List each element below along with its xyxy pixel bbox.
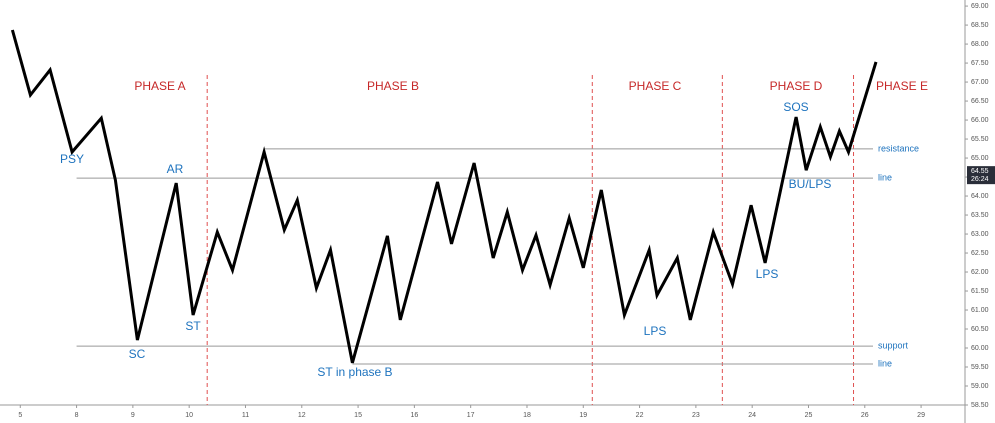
y-tick-label: 65.50 [971,136,989,143]
x-tick-label: 11 [242,412,249,419]
annotation: LPS [756,267,779,281]
x-tick-label: 12 [298,412,306,419]
y-tick-label: 62.50 [971,250,989,257]
x-tick-label: 19 [579,412,587,419]
x-tick-label: 8 [75,412,79,419]
x-tick-label: 15 [354,412,362,419]
annotation: BU/LPS [789,177,832,191]
x-tick-label: 23 [692,412,700,419]
y-tick-label: 63.00 [971,231,989,238]
x-tick-label: 24 [748,412,756,419]
price-line [10,29,878,364]
phase-label: PHASE B [367,79,419,93]
y-tick-label: 67.50 [971,60,989,67]
phase-label: PHASE C [629,79,682,93]
y-tick-label: 61.50 [971,288,989,295]
level-label: support [878,340,909,350]
level-label: resistance [878,143,919,153]
phase-label: PHASE D [770,79,823,93]
annotation: AR [167,162,184,176]
y-tick-label: 66.00 [971,117,989,124]
y-tick-label: 65.00 [971,155,989,162]
y-tick-label: 58.50 [971,402,989,409]
y-tick-label: 68.50 [971,22,989,29]
x-tick-label: 17 [467,412,475,419]
annotation: PSY [60,152,84,166]
countdown-label: 26:24 [971,176,989,183]
x-tick-label: 16 [410,412,418,419]
y-tick-label: 59.50 [971,364,989,371]
annotation: ST in phase B [317,365,392,379]
y-tick-label: 60.50 [971,326,989,333]
y-tick-label: 66.50 [971,98,989,105]
phase-label: PHASE A [134,79,185,93]
x-tick-label: 29 [917,412,925,419]
annotation: ST [185,319,201,333]
last-price-tag [967,166,995,185]
y-tick-label: 69.00 [971,3,989,10]
x-tick-label: 26 [861,412,869,419]
y-tick-label: 60.00 [971,345,989,352]
y-tick-label: 68.00 [971,41,989,48]
annotation: SC [129,347,146,361]
y-tick-label: 61.00 [971,307,989,314]
y-tick-label: 63.50 [971,212,989,219]
last-price-label: 64.55 [971,168,989,175]
y-tick-label: 67.00 [971,79,989,86]
y-tick-label: 64.00 [971,193,989,200]
level-label: line [878,173,892,183]
x-tick-label: 22 [636,412,644,419]
annotation: LPS [644,324,667,338]
x-tick-label: 10 [185,412,193,419]
y-tick-label: 62.00 [971,269,989,276]
y-tick-label: 59.00 [971,383,989,390]
x-tick-label: 18 [523,412,531,419]
x-tick-label: 5 [18,412,22,419]
x-tick-label: 9 [131,412,135,419]
level-label: line [878,358,892,368]
x-tick-label: 25 [805,412,813,419]
annotation: SOS [783,100,808,114]
phase-label: PHASE E [876,79,928,93]
